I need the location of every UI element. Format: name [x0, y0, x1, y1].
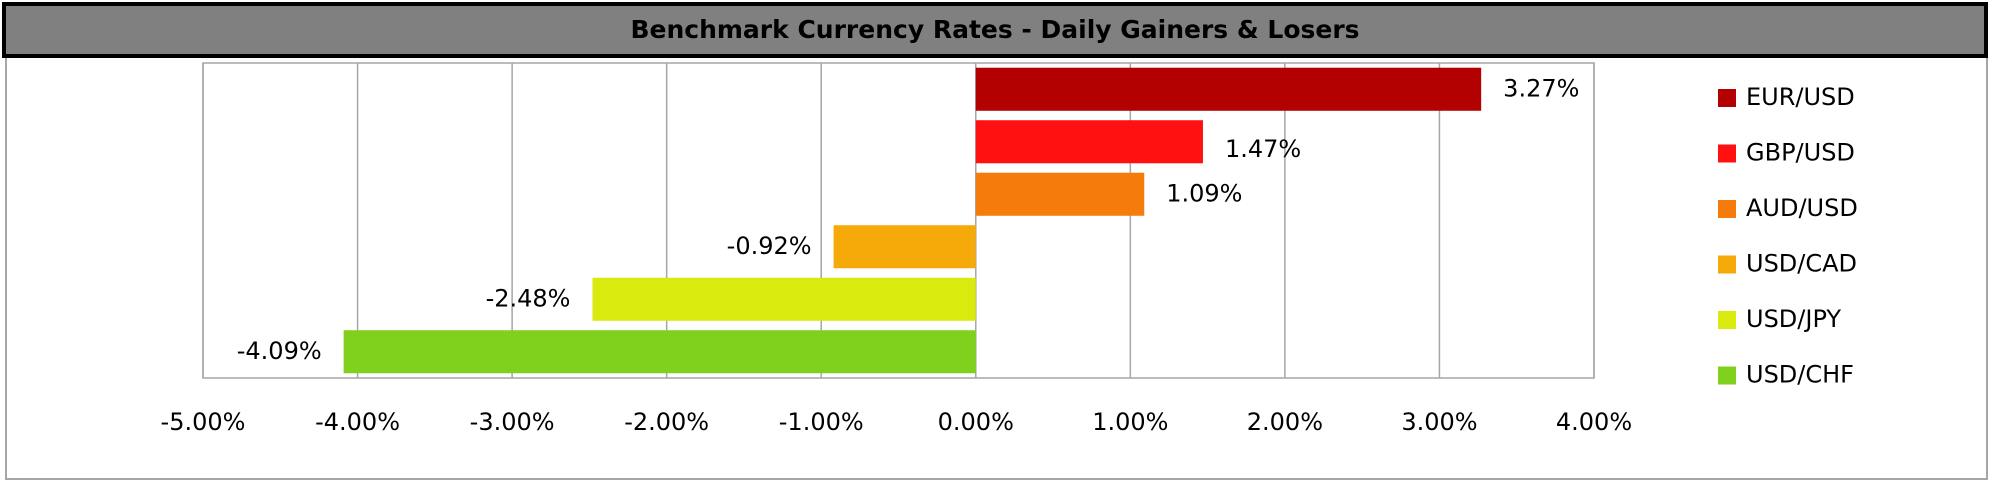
x-tick-label: -4.00% — [315, 408, 400, 436]
legend-label: USD/CHF — [1746, 361, 1854, 389]
bar — [592, 277, 976, 321]
value-label: 1.47% — [1225, 135, 1301, 163]
bar — [975, 67, 1482, 111]
value-label: -0.92% — [727, 232, 812, 260]
bar — [975, 120, 1203, 164]
legend-label: EUR/USD — [1746, 83, 1855, 111]
x-tick-label: 0.00% — [938, 408, 1014, 436]
legend-swatch — [1718, 144, 1736, 163]
bar — [343, 330, 976, 374]
legend-swatch — [1718, 89, 1736, 107]
legend-swatch — [1718, 255, 1736, 274]
value-label: 1.09% — [1166, 179, 1242, 207]
x-tick-label: 4.00% — [1556, 408, 1632, 436]
legend-swatch — [1718, 200, 1736, 218]
legend-label: USD/JPY — [1746, 305, 1841, 333]
x-tick-label: -1.00% — [779, 408, 864, 436]
x-tick-label: 1.00% — [1092, 408, 1168, 436]
x-tick-label: -3.00% — [470, 408, 555, 436]
title-bar — [2, 2, 1988, 58]
legend-swatch — [1718, 366, 1736, 385]
bar — [975, 172, 1145, 216]
x-tick-label: -2.00% — [624, 408, 709, 436]
value-label: -4.09% — [237, 337, 322, 365]
x-tick-label: 3.00% — [1401, 408, 1477, 436]
value-label: 3.27% — [1503, 74, 1579, 102]
legend-label: GBP/USD — [1746, 139, 1855, 167]
chart-title: Benchmark Currency Rates - Daily Gainers… — [630, 15, 1359, 44]
legend-swatch — [1718, 311, 1736, 329]
legend-label: USD/CAD — [1746, 250, 1857, 278]
bar — [833, 225, 976, 269]
legend-label: AUD/USD — [1746, 194, 1858, 222]
x-tick-label: -5.00% — [161, 408, 246, 436]
x-tick-label: 2.00% — [1247, 408, 1323, 436]
value-label: -2.48% — [486, 284, 571, 312]
